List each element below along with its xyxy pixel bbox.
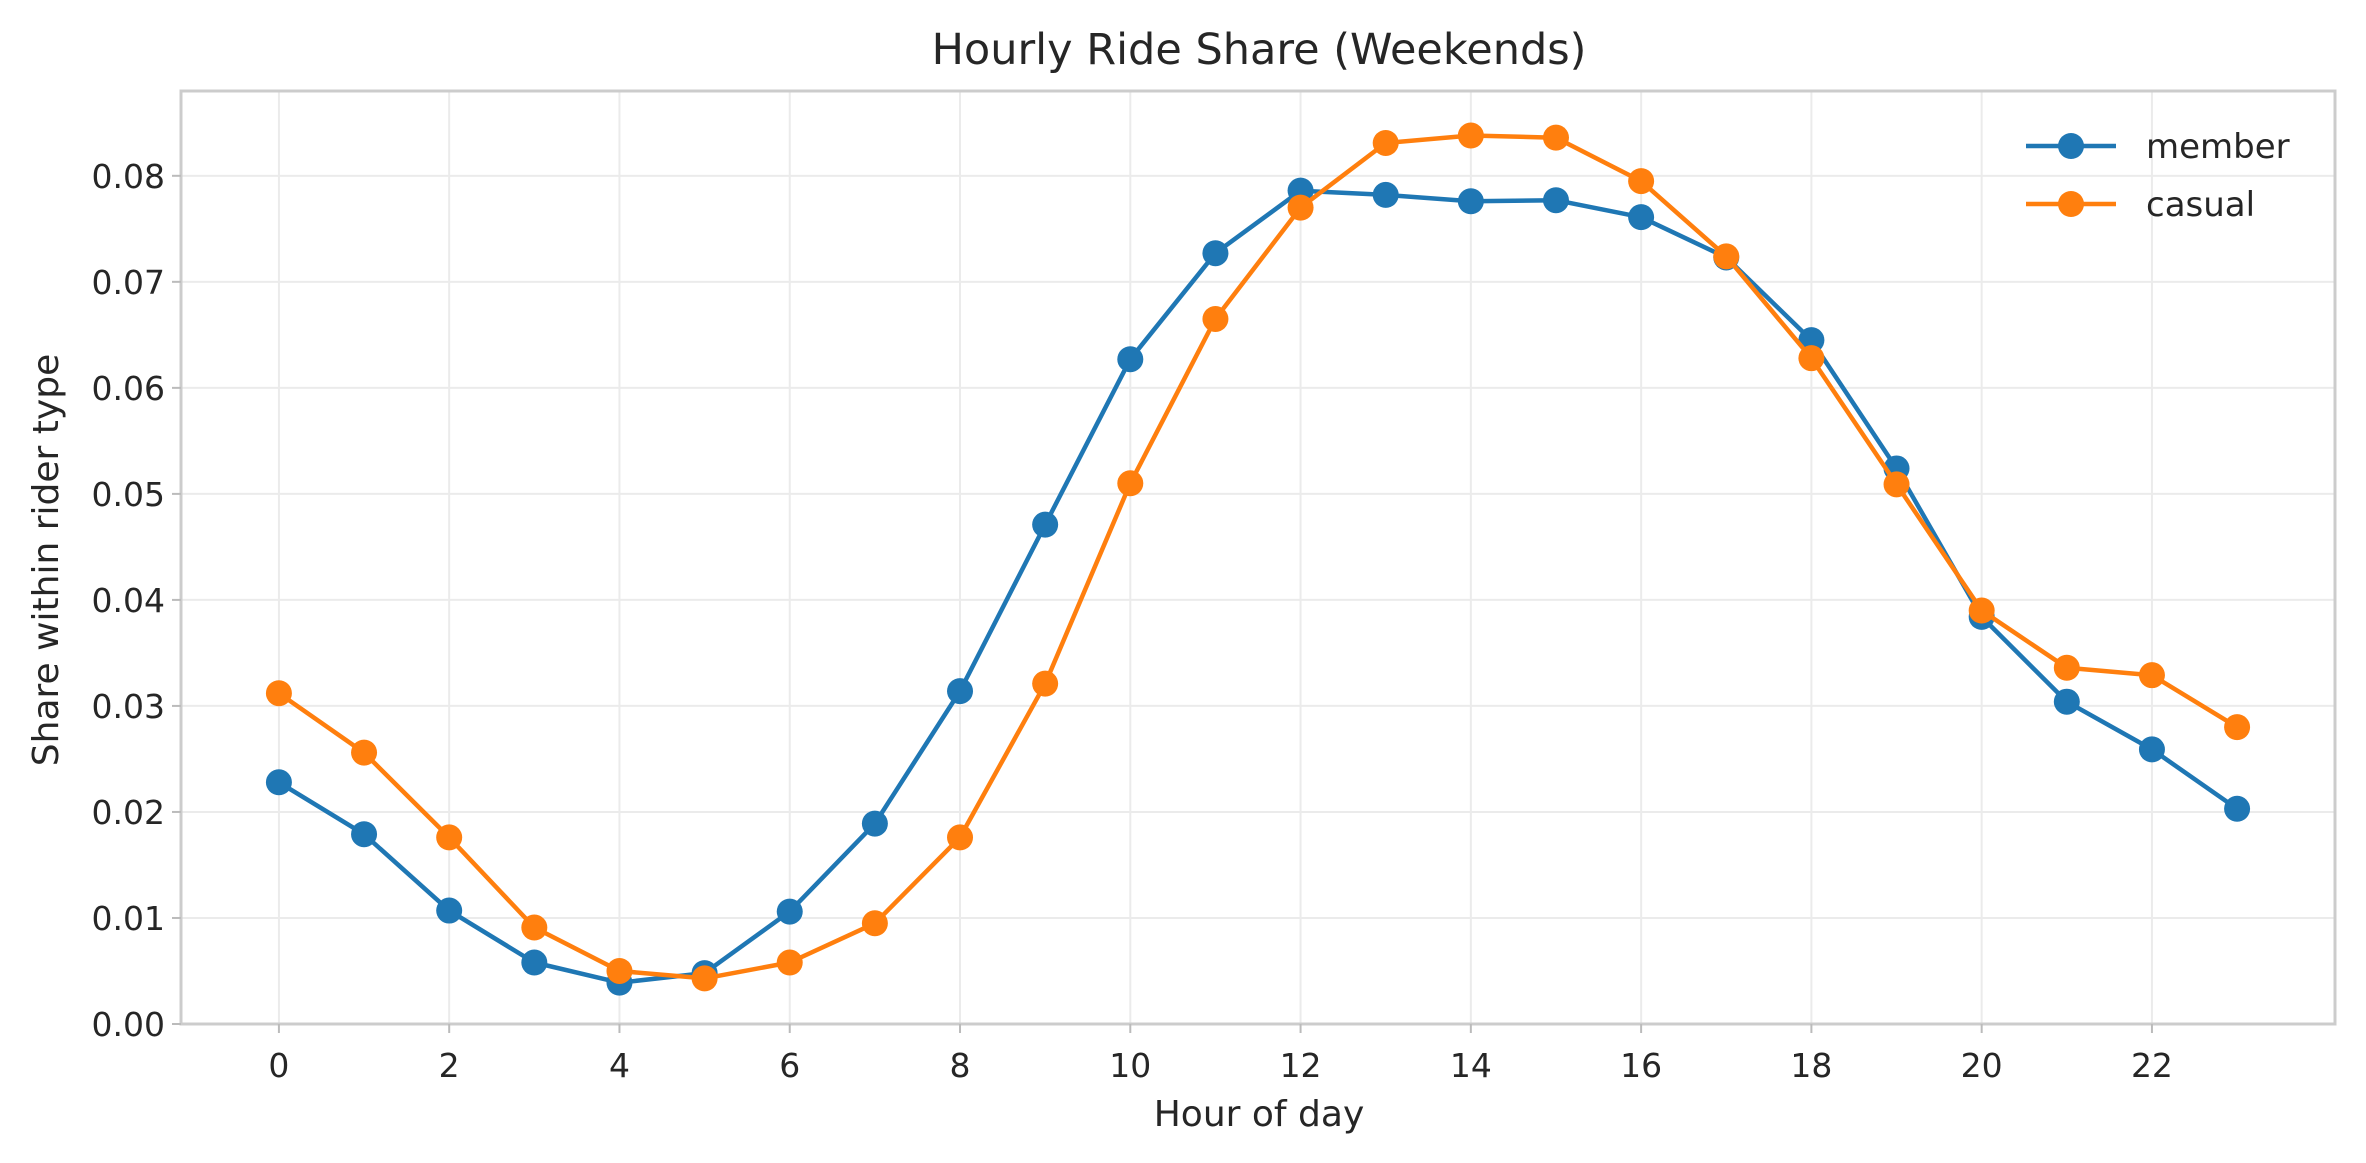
x-tick-label: 18 — [1790, 1046, 1832, 1085]
series-line-casual — [276, 133, 2240, 981]
x-tick-label: 20 — [1961, 1046, 2003, 1085]
legend-marker-member — [2058, 133, 2084, 159]
y-tick-label: 0.04 — [92, 581, 165, 620]
plot-frame — [179, 89, 2337, 1026]
data-point-casual — [606, 957, 633, 984]
x-tick-label: 2 — [439, 1046, 460, 1085]
series-casual — [265, 122, 2251, 992]
data-point-member — [2138, 736, 2165, 763]
data-point-member — [1202, 240, 1229, 267]
data-point-member — [1798, 327, 1825, 354]
y-tick-label: 0.05 — [92, 475, 165, 514]
data-point-casual — [2138, 662, 2165, 689]
data-point-casual — [947, 824, 974, 851]
data-point-casual — [1542, 124, 1569, 151]
x-tick-label: 8 — [950, 1046, 971, 1085]
data-point-member — [2224, 795, 2251, 822]
x-tick-label: 22 — [2131, 1046, 2173, 1085]
data-point-casual — [436, 824, 463, 851]
legend: member casual — [2026, 127, 2290, 225]
legend-marker-casual — [2058, 191, 2084, 217]
data-point-casual — [1117, 470, 1144, 497]
y-tick-label: 0.03 — [92, 687, 165, 726]
y-tick-label: 0.06 — [92, 369, 165, 408]
data-point-member — [1117, 346, 1144, 373]
data-point-member — [521, 949, 548, 976]
data-point-casual — [691, 965, 718, 992]
x-tick-label: 16 — [1620, 1046, 1662, 1085]
data-point-member — [1372, 181, 1399, 208]
y-tick-label: 0.01 — [92, 899, 165, 938]
data-point-member — [1542, 187, 1569, 214]
data-point-casual — [1032, 670, 1059, 697]
data-point-member — [861, 810, 888, 837]
data-point-member — [436, 897, 463, 924]
series-member — [265, 177, 2251, 996]
data-point-casual — [351, 739, 378, 766]
axis-ticks: 0 2 4 6 8 10 12 14 16 18 20 22 0.00 0.01 0.02 0.03 0.04 0… — [92, 157, 2173, 1085]
data-point-member — [265, 769, 292, 796]
data-point-casual — [265, 680, 292, 707]
data-point-member — [1032, 511, 1059, 538]
y-tick-label: 0.02 — [92, 793, 165, 832]
data-point-casual — [1883, 471, 1910, 498]
x-tick-label: 14 — [1450, 1046, 1492, 1085]
chart-title: Hourly Ride Share (Weekends) — [932, 25, 1587, 75]
data-point-member — [2053, 688, 2080, 715]
x-tick-label: 10 — [1109, 1046, 1151, 1085]
data-point-casual — [861, 910, 888, 937]
data-point-member — [1457, 188, 1484, 215]
grid-lines — [181, 91, 2335, 1025]
x-tick-label: 0 — [268, 1046, 289, 1085]
data-point-member — [947, 678, 974, 705]
legend-item-member: member — [2026, 127, 2290, 167]
data-point-casual — [1202, 305, 1229, 332]
x-tick-label: 4 — [609, 1046, 630, 1085]
data-point-casual — [521, 914, 548, 941]
series-layer — [265, 122, 2251, 996]
data-point-member — [776, 898, 803, 925]
data-point-casual — [1628, 168, 1655, 195]
x-tick-label: 12 — [1280, 1046, 1322, 1085]
legend-label-member: member — [2146, 127, 2290, 167]
y-tick-label: 0.00 — [92, 1005, 165, 1044]
data-point-casual — [1968, 597, 1995, 624]
data-point-casual — [1713, 243, 1740, 270]
y-tick-label: 0.07 — [92, 263, 165, 302]
series-line-member — [276, 188, 2240, 985]
legend-item-casual: casual — [2026, 185, 2255, 225]
x-tick-label: 6 — [779, 1046, 800, 1085]
data-point-casual — [776, 949, 803, 976]
y-tick-label: 0.08 — [92, 157, 165, 196]
data-point-casual — [1372, 129, 1399, 156]
data-point-member — [1628, 204, 1655, 231]
data-point-member — [351, 821, 378, 848]
data-point-casual — [2224, 714, 2251, 741]
data-point-casual — [2053, 654, 2080, 681]
data-point-casual — [1457, 122, 1484, 149]
data-point-casual — [1287, 194, 1314, 221]
y-axis-label: Share within rider type — [26, 354, 67, 766]
x-axis-label: Hour of day — [1154, 1094, 1365, 1135]
data-point-casual — [1798, 345, 1825, 372]
legend-label-casual: casual — [2146, 185, 2255, 225]
